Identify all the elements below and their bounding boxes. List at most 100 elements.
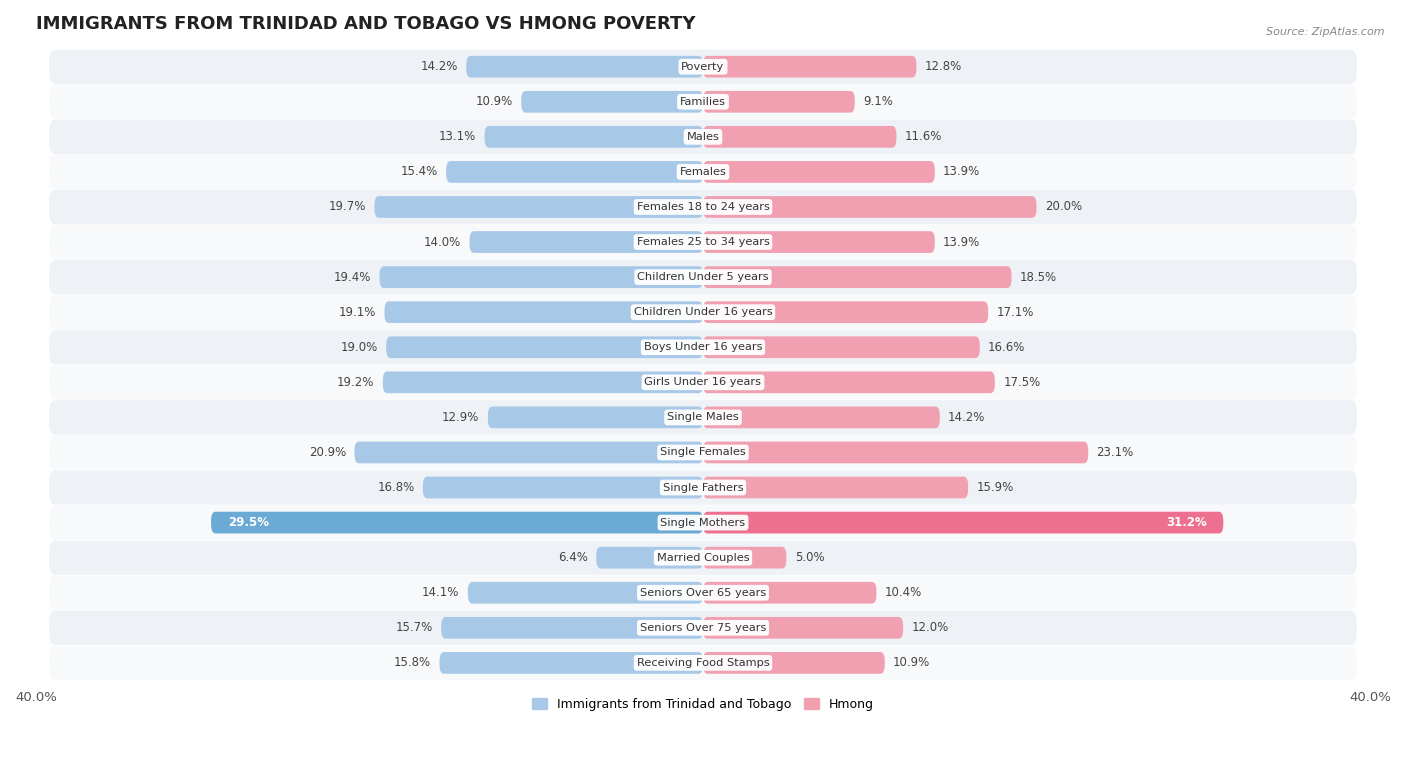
Text: IMMIGRANTS FROM TRINIDAD AND TOBAGO VS HMONG POVERTY: IMMIGRANTS FROM TRINIDAD AND TOBAGO VS H… (37, 15, 696, 33)
Text: 19.2%: 19.2% (337, 376, 374, 389)
Text: 20.9%: 20.9% (309, 446, 346, 459)
FancyBboxPatch shape (380, 266, 703, 288)
FancyBboxPatch shape (703, 337, 980, 358)
Text: Single Mothers: Single Mothers (661, 518, 745, 528)
FancyBboxPatch shape (703, 126, 897, 148)
Text: 14.1%: 14.1% (422, 586, 460, 600)
Text: 10.9%: 10.9% (893, 656, 931, 669)
Text: 19.4%: 19.4% (333, 271, 371, 283)
Text: 12.9%: 12.9% (441, 411, 479, 424)
FancyBboxPatch shape (703, 266, 1011, 288)
FancyBboxPatch shape (596, 547, 703, 568)
Text: Poverty: Poverty (682, 61, 724, 72)
Text: 5.0%: 5.0% (794, 551, 824, 564)
Text: 19.1%: 19.1% (339, 305, 377, 318)
Text: 6.4%: 6.4% (558, 551, 588, 564)
Text: 31.2%: 31.2% (1166, 516, 1206, 529)
Text: Boys Under 16 years: Boys Under 16 years (644, 343, 762, 352)
FancyBboxPatch shape (49, 400, 1357, 434)
Text: Females 25 to 34 years: Females 25 to 34 years (637, 237, 769, 247)
FancyBboxPatch shape (49, 611, 1357, 645)
Text: Single Females: Single Females (661, 447, 745, 458)
FancyBboxPatch shape (485, 126, 703, 148)
FancyBboxPatch shape (374, 196, 703, 218)
FancyBboxPatch shape (384, 302, 703, 323)
Text: 15.7%: 15.7% (395, 622, 433, 634)
Text: 13.1%: 13.1% (439, 130, 477, 143)
FancyBboxPatch shape (49, 330, 1357, 365)
Text: 23.1%: 23.1% (1097, 446, 1133, 459)
FancyBboxPatch shape (703, 56, 917, 77)
FancyBboxPatch shape (49, 471, 1357, 505)
Text: 14.0%: 14.0% (425, 236, 461, 249)
FancyBboxPatch shape (703, 547, 786, 568)
Text: Females 18 to 24 years: Females 18 to 24 years (637, 202, 769, 212)
FancyBboxPatch shape (703, 196, 1036, 218)
Text: Girls Under 16 years: Girls Under 16 years (644, 377, 762, 387)
Text: Seniors Over 75 years: Seniors Over 75 years (640, 623, 766, 633)
FancyBboxPatch shape (703, 617, 903, 639)
FancyBboxPatch shape (211, 512, 703, 534)
FancyBboxPatch shape (446, 161, 703, 183)
Text: 17.1%: 17.1% (997, 305, 1033, 318)
FancyBboxPatch shape (49, 365, 1357, 399)
Text: Children Under 16 years: Children Under 16 years (634, 307, 772, 317)
FancyBboxPatch shape (49, 646, 1357, 680)
Text: Single Males: Single Males (666, 412, 740, 422)
Text: 14.2%: 14.2% (948, 411, 986, 424)
FancyBboxPatch shape (703, 652, 884, 674)
Text: 17.5%: 17.5% (1002, 376, 1040, 389)
FancyBboxPatch shape (703, 302, 988, 323)
FancyBboxPatch shape (49, 540, 1357, 575)
Text: 12.8%: 12.8% (925, 60, 962, 74)
Text: Females: Females (679, 167, 727, 177)
FancyBboxPatch shape (49, 225, 1357, 259)
Text: 29.5%: 29.5% (228, 516, 269, 529)
Text: 9.1%: 9.1% (863, 96, 893, 108)
FancyBboxPatch shape (49, 575, 1357, 610)
Text: 16.6%: 16.6% (988, 341, 1025, 354)
Text: Source: ZipAtlas.com: Source: ZipAtlas.com (1267, 27, 1385, 36)
FancyBboxPatch shape (703, 406, 939, 428)
Text: Males: Males (686, 132, 720, 142)
FancyBboxPatch shape (703, 371, 995, 393)
FancyBboxPatch shape (49, 435, 1357, 470)
Text: 10.9%: 10.9% (475, 96, 513, 108)
FancyBboxPatch shape (522, 91, 703, 113)
FancyBboxPatch shape (49, 506, 1357, 540)
FancyBboxPatch shape (423, 477, 703, 499)
FancyBboxPatch shape (468, 582, 703, 603)
FancyBboxPatch shape (703, 442, 1088, 463)
Text: 19.7%: 19.7% (329, 200, 366, 214)
Text: 10.4%: 10.4% (884, 586, 922, 600)
Text: Children Under 5 years: Children Under 5 years (637, 272, 769, 282)
FancyBboxPatch shape (440, 652, 703, 674)
Text: 13.9%: 13.9% (943, 236, 980, 249)
FancyBboxPatch shape (49, 49, 1357, 84)
Text: 14.2%: 14.2% (420, 60, 458, 74)
Text: 15.8%: 15.8% (394, 656, 432, 669)
FancyBboxPatch shape (703, 231, 935, 253)
FancyBboxPatch shape (49, 295, 1357, 330)
Text: 20.0%: 20.0% (1045, 200, 1083, 214)
Text: Single Fathers: Single Fathers (662, 483, 744, 493)
FancyBboxPatch shape (49, 120, 1357, 154)
FancyBboxPatch shape (470, 231, 703, 253)
Text: Married Couples: Married Couples (657, 553, 749, 562)
FancyBboxPatch shape (49, 155, 1357, 189)
FancyBboxPatch shape (441, 617, 703, 639)
Text: 19.0%: 19.0% (340, 341, 378, 354)
Text: 15.9%: 15.9% (977, 481, 1014, 494)
Text: 18.5%: 18.5% (1019, 271, 1057, 283)
FancyBboxPatch shape (467, 56, 703, 77)
FancyBboxPatch shape (488, 406, 703, 428)
FancyBboxPatch shape (354, 442, 703, 463)
FancyBboxPatch shape (382, 371, 703, 393)
FancyBboxPatch shape (703, 512, 1223, 534)
Text: 15.4%: 15.4% (401, 165, 437, 178)
FancyBboxPatch shape (703, 91, 855, 113)
Text: 16.8%: 16.8% (377, 481, 415, 494)
FancyBboxPatch shape (49, 85, 1357, 119)
Text: 13.9%: 13.9% (943, 165, 980, 178)
Text: 11.6%: 11.6% (905, 130, 942, 143)
